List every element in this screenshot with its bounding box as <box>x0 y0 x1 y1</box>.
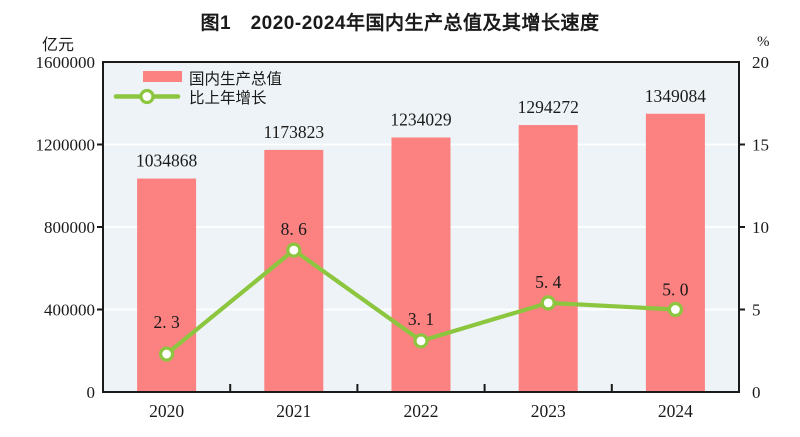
x-tick-label: 2024 <box>658 401 693 421</box>
gdp-bar-2023 <box>518 125 578 391</box>
y-tick-label-right: 20 <box>752 53 769 72</box>
line-value-label: 5. 0 <box>662 280 689 300</box>
growth-marker-2022 <box>413 333 429 349</box>
y-tick-label-left: 0 <box>87 383 96 402</box>
x-tick-label: 2022 <box>404 401 439 421</box>
y-tick-label-right: 0 <box>752 383 761 402</box>
x-tick-label: 2023 <box>531 401 566 421</box>
y-tick-label-right: 15 <box>752 136 769 155</box>
bar-value-label: 1294272 <box>518 97 579 117</box>
legend-marker-icon <box>139 88 155 105</box>
gdp-bar-2022 <box>391 137 451 391</box>
line-value-label: 8. 6 <box>281 219 308 239</box>
unit-left-label: 亿元 <box>42 36 74 54</box>
bar-value-label: 1034868 <box>136 151 198 171</box>
unit-right-label: % <box>757 34 770 50</box>
gdp-bar-2021 <box>264 149 324 391</box>
line-value-label: 5. 4 <box>535 272 562 292</box>
bar-value-label: 1349084 <box>645 86 707 106</box>
legend-label-growth: 比上年增长 <box>189 89 267 107</box>
growth-marker-2023 <box>540 295 556 311</box>
growth-marker-2021 <box>286 242 302 258</box>
growth-marker-2020 <box>159 346 175 362</box>
bar-value-label: 1173823 <box>263 122 324 142</box>
y-tick-label-right: 5 <box>752 301 761 320</box>
legend-label-gdp: 国内生产总值 <box>189 70 282 88</box>
legend-bar-swatch-icon <box>143 71 182 82</box>
bar-value-label: 1234029 <box>390 109 452 129</box>
y-tick-label-left: 1600000 <box>36 53 96 72</box>
y-tick-label-left: 1200000 <box>36 136 96 155</box>
line-value-label: 2. 3 <box>153 312 180 332</box>
line-value-label: 3. 1 <box>408 309 434 329</box>
growth-marker-2024 <box>667 301 684 318</box>
x-tick-label: 2020 <box>149 401 184 421</box>
chart-title: 图1 2020-2024年国内生产总值及其增长速度 <box>200 13 600 34</box>
y-tick-label-left: 400000 <box>44 301 95 320</box>
gdp-bar-2024 <box>645 113 705 391</box>
y-tick-label-right: 10 <box>752 218 769 237</box>
y-tick-label-left: 800000 <box>44 218 95 237</box>
x-tick-label: 2021 <box>276 401 311 421</box>
